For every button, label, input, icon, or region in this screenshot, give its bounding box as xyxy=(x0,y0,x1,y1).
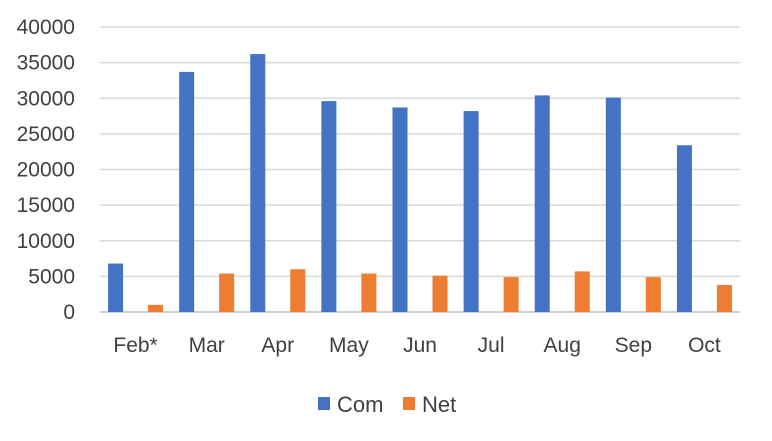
legend-swatch xyxy=(318,397,330,410)
legend-label: Net xyxy=(422,392,456,417)
bar-net-sep xyxy=(645,277,661,312)
x-tick-label: Jun xyxy=(403,334,437,357)
bar-com-jul xyxy=(463,111,479,312)
x-tick-label: Aug xyxy=(544,334,581,357)
x-tick-label: Apr xyxy=(261,334,294,357)
bar-net-feb xyxy=(148,304,164,312)
x-tick-label: May xyxy=(329,334,369,357)
legend-label: Com xyxy=(337,392,383,417)
y-tick-label: 10000 xyxy=(17,230,75,253)
bar-net-may xyxy=(361,273,377,312)
y-tick-label: 25000 xyxy=(17,123,75,146)
y-tick-label: 0 xyxy=(63,301,75,324)
y-tick-label: 35000 xyxy=(17,52,75,75)
x-tick-label: Oct xyxy=(688,334,721,357)
bar-com-sep xyxy=(605,97,621,312)
bar-net-jul xyxy=(503,277,519,312)
x-tick-label: Mar xyxy=(189,334,225,357)
legend-item-net: Net xyxy=(403,392,456,417)
bar-net-mar xyxy=(219,273,235,312)
legend-swatch xyxy=(403,397,415,410)
bar-com-may xyxy=(321,101,337,312)
y-tick-label: 20000 xyxy=(17,159,75,182)
y-tick-label: 40000 xyxy=(17,16,75,39)
legend: Com Net xyxy=(318,392,456,417)
bar-com-mar xyxy=(179,71,195,312)
y-tick-label: 15000 xyxy=(17,194,75,217)
y-axis: 0 5000 10000 15000 20000 25000 30000 35000 40000 xyxy=(17,16,75,324)
x-tick-label: Sep xyxy=(615,334,652,357)
bar-net-apr xyxy=(290,269,306,312)
gridlines xyxy=(100,26,740,313)
x-axis: Feb* Mar Apr May Jun Jul Aug Sep Oct xyxy=(113,334,721,357)
bars xyxy=(108,54,732,313)
bar-net-aug xyxy=(574,271,590,312)
x-tick-label: Feb* xyxy=(113,334,157,357)
bar-com-feb xyxy=(108,263,124,312)
x-tick-label: Jul xyxy=(478,334,505,357)
bar-net-oct xyxy=(716,284,732,312)
bar-com-jun xyxy=(392,107,408,312)
y-tick-label: 30000 xyxy=(17,87,75,110)
bar-net-jun xyxy=(432,275,448,312)
bar-com-aug xyxy=(534,95,550,313)
y-tick-label: 5000 xyxy=(28,265,75,288)
bar-com-oct xyxy=(676,145,692,312)
legend-item-com: Com xyxy=(318,392,383,417)
bar-com-apr xyxy=(250,54,266,312)
